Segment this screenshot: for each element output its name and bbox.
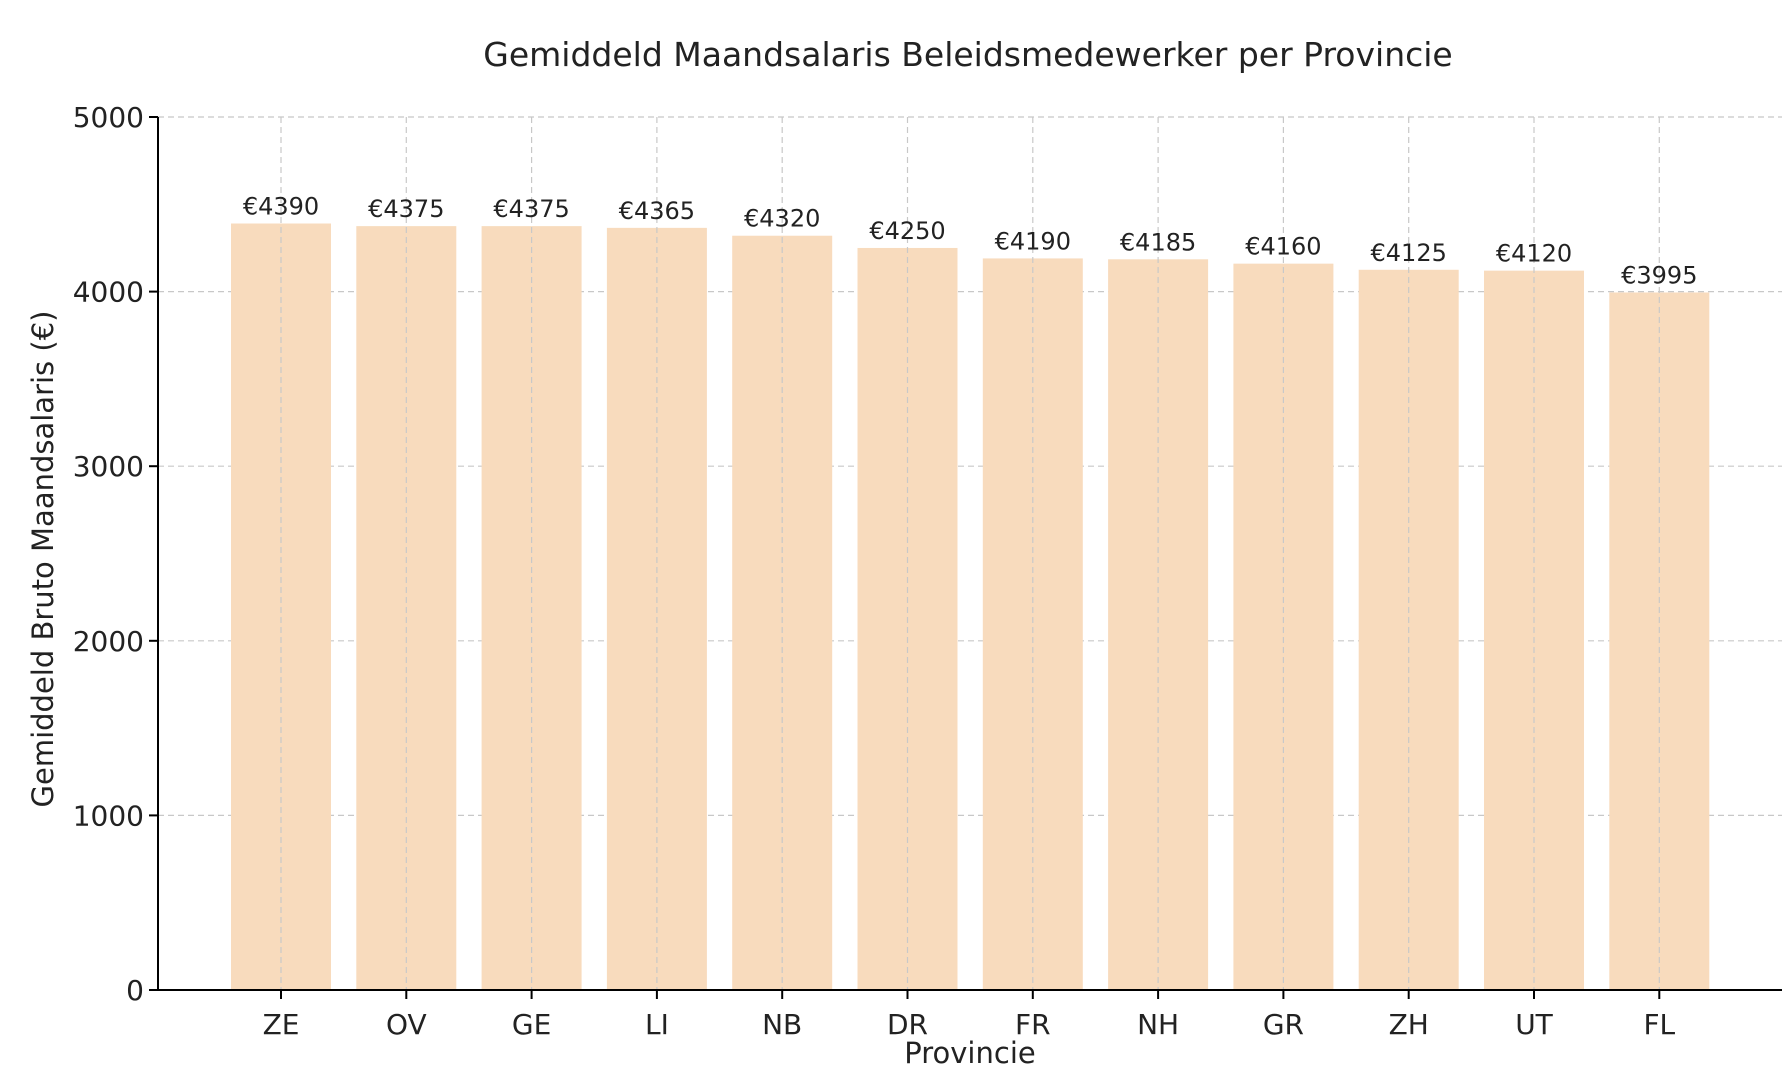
chart-title: Gemiddeld Maandsalaris Beleidsmedewerker… bbox=[483, 35, 1452, 74]
x-tick-label: NH bbox=[1137, 1008, 1179, 1041]
axes bbox=[157, 117, 1782, 991]
x-grid bbox=[280, 117, 1660, 990]
data-label-ze: €4390 bbox=[243, 193, 319, 221]
data-label-nh: €4185 bbox=[1120, 228, 1196, 256]
y-tick-label: 3000 bbox=[73, 450, 144, 483]
bars bbox=[231, 117, 1710, 991]
data-label-gr: €4160 bbox=[1245, 233, 1321, 261]
data-label-fr: €4190 bbox=[995, 227, 1071, 255]
y-tick-label: 5000 bbox=[73, 101, 144, 134]
x-tick-label: UT bbox=[1515, 1008, 1553, 1041]
x-tick-label: FR bbox=[1015, 1008, 1051, 1041]
data-label-li: €4365 bbox=[619, 197, 695, 225]
x-tick-label: GR bbox=[1263, 1008, 1304, 1041]
x-tick-label: LI bbox=[645, 1008, 669, 1041]
data-label-zh: €4125 bbox=[1371, 239, 1447, 267]
data-label-fl: €3995 bbox=[1621, 261, 1697, 289]
y-tick-label: 0 bbox=[126, 974, 144, 1007]
data-label-nb: €4320 bbox=[744, 205, 820, 233]
x-tick-label: ZE bbox=[263, 1008, 300, 1041]
x-tick-label: NB bbox=[762, 1008, 802, 1041]
y-axis-label: Gemiddeld Bruto Maandsalaris (€) bbox=[26, 311, 60, 808]
y-tick-label: 4000 bbox=[73, 276, 144, 309]
x-axis-label: Provincie bbox=[904, 1036, 1035, 1070]
data-label-ge: €4375 bbox=[493, 195, 569, 223]
x-ticks: ZE OV GE LI NB DR FR NH GR ZH UT FL bbox=[263, 990, 1676, 1041]
y-tick-label: 2000 bbox=[73, 625, 144, 658]
data-label-dr: €4250 bbox=[869, 217, 945, 245]
x-tick-label: DR bbox=[887, 1008, 928, 1041]
x-tick-label: ZH bbox=[1389, 1008, 1429, 1041]
x-tick-label: OV bbox=[386, 1008, 427, 1041]
data-label-ut: €4120 bbox=[1496, 240, 1572, 268]
x-tick-label: GE bbox=[512, 1008, 551, 1041]
x-tick-label: FL bbox=[1643, 1008, 1675, 1041]
y-tick-label: 1000 bbox=[73, 799, 144, 832]
data-label-ov: €4375 bbox=[368, 195, 444, 223]
y-ticks: 0 1000 2000 3000 4000 5000 bbox=[73, 101, 158, 1007]
data-labels: €4390 €4375 €4375 €4365 €4320 €4250 €4190 €4185… bbox=[243, 193, 1698, 290]
